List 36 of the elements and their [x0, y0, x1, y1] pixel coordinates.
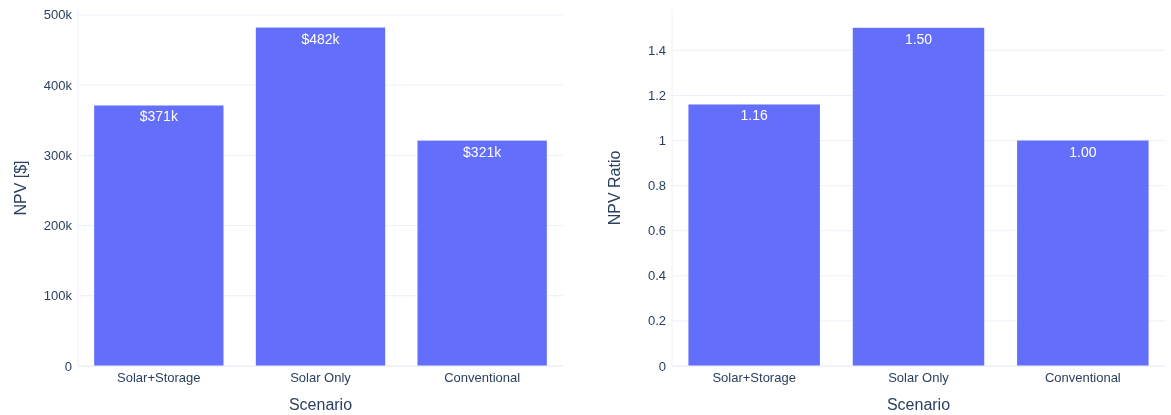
data-label: 1.00	[1069, 143, 1097, 160]
y-tick-label: 1.2	[647, 87, 666, 103]
y-tick-label: 0.6	[647, 223, 666, 239]
y-tick-label: 400k	[43, 77, 73, 93]
data-label: $482k	[301, 30, 341, 47]
x-tick-label: Solar Only	[290, 370, 352, 385]
x-tick-label: Conventional	[1044, 370, 1121, 385]
bar	[417, 140, 547, 366]
bar	[852, 27, 985, 366]
x-axis-title: Scenario	[288, 396, 353, 413]
bar	[688, 104, 820, 366]
x-axis-title: Scenario	[886, 396, 951, 413]
data-label: 1.16	[740, 107, 768, 124]
y-tick-label: 300k	[43, 147, 73, 163]
y-tick-label: 0.4	[647, 268, 666, 284]
y-tick-label: 200k	[43, 218, 73, 234]
y-tick-label: 1	[658, 133, 666, 149]
data-label: 1.50	[904, 30, 933, 47]
x-tick-label: Solar Only	[888, 370, 950, 385]
y-tick-label: 1.4	[647, 42, 666, 58]
y-axis-title: NPV Ratio	[606, 150, 623, 226]
data-label: $371k	[139, 108, 179, 125]
data-label: $321k	[463, 143, 503, 160]
bar	[1017, 140, 1149, 366]
y-tick-label: 0.8	[647, 178, 666, 194]
y-axis-title: NPV [$]	[12, 160, 29, 216]
x-tick-label: Solar+Storage	[712, 370, 796, 385]
x-tick-label: Solar+Storage	[117, 370, 201, 385]
x-tick-label: Conventional	[444, 370, 521, 385]
y-tick-label: 500k	[43, 7, 73, 23]
y-tick-label: 0.2	[647, 313, 666, 329]
bar	[255, 27, 386, 366]
y-tick-label: 0	[658, 358, 666, 374]
bar	[94, 105, 224, 366]
y-tick-label: 100k	[43, 288, 73, 304]
y-tick-label: 0	[64, 358, 72, 374]
